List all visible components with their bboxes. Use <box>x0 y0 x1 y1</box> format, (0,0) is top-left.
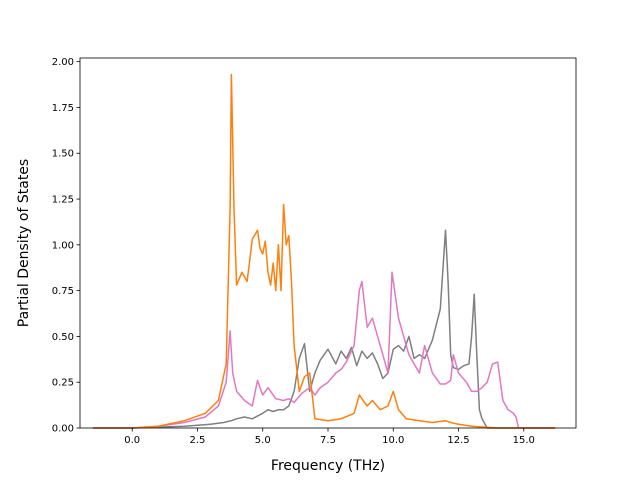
y-tick-label: 1.00 <box>52 240 74 251</box>
y-tick-label: 1.50 <box>52 149 74 160</box>
x-axis-label: Frequency (THz) <box>271 458 385 474</box>
x-tick-label: 12.5 <box>447 435 469 446</box>
y-tick-label: 0.25 <box>52 378 74 389</box>
y-tick-label: 2.00 <box>52 57 74 68</box>
x-tick-label: 15.0 <box>513 435 535 446</box>
y-axis-label: Partial Density of States <box>16 159 32 327</box>
y-tick-label: 1.75 <box>52 103 74 114</box>
plot-frame <box>79 57 577 429</box>
y-tick-label: 1.25 <box>52 195 74 206</box>
series-line-3 <box>93 73 556 429</box>
x-tick-label: 7.5 <box>320 435 336 446</box>
axes-layer: 0.0 2.5 5.0 7.5 10.0 12.5 15.0 0.00 0.25 0.50 0.75… <box>52 57 535 446</box>
x-tick-label: 2.5 <box>190 435 206 446</box>
y-tick-label: 0.50 <box>52 332 74 343</box>
x-tick-label: 5.0 <box>255 435 271 446</box>
series-line-2 <box>93 271 556 429</box>
y-tick-label: 0.00 <box>52 424 74 435</box>
series-layer <box>93 73 556 429</box>
series-line-1 <box>93 229 556 429</box>
x-tick-label: 10.0 <box>382 435 404 446</box>
x-tick-label: 0.0 <box>124 435 140 446</box>
y-tick-label: 0.75 <box>52 286 74 297</box>
plot-background <box>80 58 576 428</box>
